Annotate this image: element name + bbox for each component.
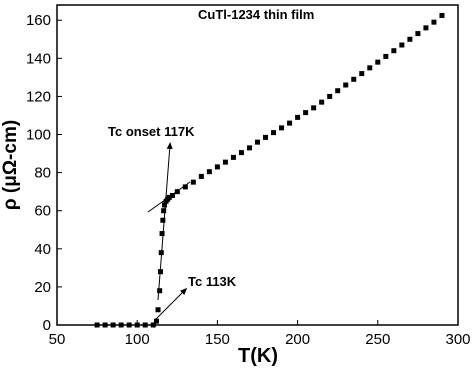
point: [155, 307, 161, 313]
point: [399, 42, 405, 48]
point: [407, 36, 413, 42]
point: [263, 134, 269, 140]
point: [335, 88, 341, 94]
point: [94, 322, 100, 328]
point: [303, 110, 309, 116]
x-tick-label: 100: [125, 331, 150, 348]
x-tick-label: 300: [445, 331, 470, 348]
point: [214, 164, 220, 170]
y-tick-label: 100: [26, 127, 51, 144]
point: [423, 25, 429, 31]
point: [158, 250, 164, 256]
point: [383, 53, 389, 59]
point: [150, 322, 156, 328]
point: [255, 139, 260, 145]
point: [279, 125, 285, 131]
point: [153, 318, 159, 324]
point: [295, 114, 301, 120]
x-axis-label: T(K): [238, 345, 278, 367]
point: [351, 76, 357, 82]
point: [230, 154, 236, 160]
point: [169, 192, 175, 198]
point: [190, 179, 196, 185]
annotation: Tc onset 117K: [108, 124, 195, 139]
y-tick-label: 140: [26, 50, 51, 67]
point: [222, 159, 228, 165]
point: [198, 173, 204, 179]
point: [182, 184, 188, 190]
point: [287, 120, 293, 126]
point: [126, 322, 132, 328]
annotation: CuTl-1234 thin film: [198, 7, 314, 22]
point: [238, 150, 244, 156]
point: [102, 322, 108, 328]
point: [166, 194, 172, 200]
annotation: Tc 113K: [188, 274, 237, 289]
point: [161, 202, 167, 208]
y-axis-label: ρ (μΩ-cm): [0, 120, 21, 210]
point: [343, 82, 349, 88]
point: [271, 130, 277, 136]
point: [110, 322, 116, 328]
point: [319, 99, 325, 105]
point: [157, 269, 163, 275]
point: [415, 31, 421, 37]
tc-arrow: [154, 287, 188, 321]
x-tick-label: 150: [205, 331, 230, 348]
point: [118, 322, 124, 328]
point: [327, 93, 333, 99]
point: [311, 105, 317, 111]
y-tick-label: 0: [43, 317, 51, 334]
x-tick-label: 50: [49, 331, 66, 348]
point: [375, 59, 381, 65]
point: [206, 169, 212, 175]
plot-frame: [56, 4, 459, 326]
y-tick-label: 60: [34, 203, 51, 220]
y-tick-label: 80: [34, 165, 51, 182]
point: [142, 322, 148, 328]
point: [359, 71, 365, 77]
y-tick-label: 120: [26, 88, 51, 105]
point: [439, 12, 445, 18]
y-tick-label: 40: [34, 241, 51, 258]
point: [367, 65, 373, 71]
y-tick-label: 160: [26, 12, 51, 29]
point: [246, 145, 252, 151]
x-tick-label: 250: [365, 331, 390, 348]
y-tick-label: 20: [34, 279, 51, 296]
point: [431, 19, 437, 25]
point: [160, 217, 166, 223]
x-tick-label: 200: [285, 331, 310, 348]
point: [157, 288, 163, 294]
point: [161, 208, 167, 214]
point: [134, 322, 140, 328]
point: [174, 189, 180, 195]
point: [159, 231, 165, 237]
point: [391, 48, 397, 54]
